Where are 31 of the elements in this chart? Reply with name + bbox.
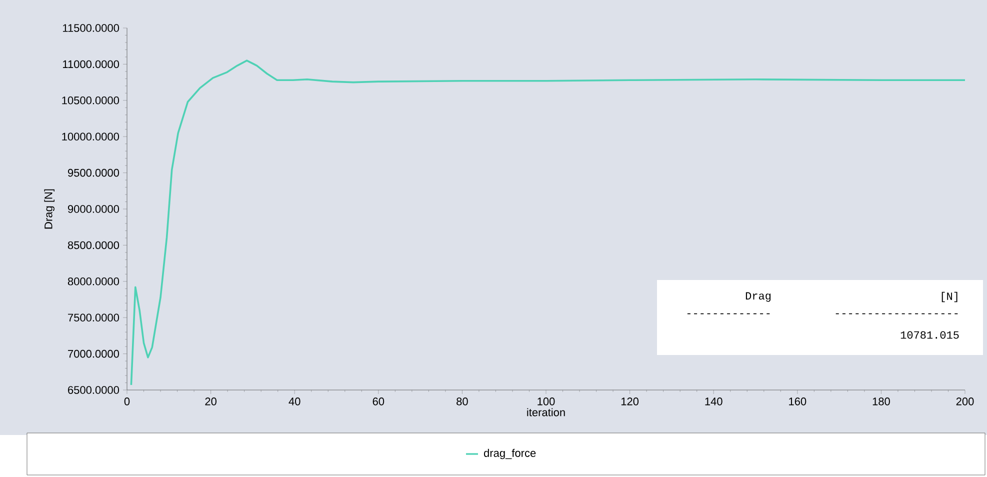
y-tick-label: 8500.0000 [68, 241, 120, 250]
annotation: Drag [746, 292, 771, 302]
y-tick-label: 9000.0000 [68, 205, 120, 213]
annotation: ------------- [687, 313, 770, 314]
y-tick-label: 11500.0000 [63, 24, 120, 32]
y-tick-label: 7500.0000 [68, 314, 120, 322]
y-tick-label: 8000.0000 [68, 278, 120, 286]
y-tick-label: 10000.0000 [62, 132, 120, 140]
x-tick-label: 100 [538, 398, 555, 406]
x-tick-label: 120 [621, 398, 639, 406]
line-series [130, 60, 966, 386]
legend-label: drag_force [484, 448, 536, 460]
x-tick-label: 180 [872, 398, 890, 406]
x-tick-label: 20 [205, 398, 216, 406]
y-tick-label: 10500.0000 [62, 96, 120, 104]
x-tick-label: 0 [124, 398, 130, 406]
x-tick-label: 80 [456, 398, 468, 406]
x-tick-label: 160 [789, 398, 806, 406]
annotation: ------------------- [836, 313, 958, 314]
y-tick-label: 7000.0000 [68, 350, 120, 358]
x-tick-label: 40 [288, 398, 300, 406]
annotation: [N] [942, 292, 958, 302]
y-axis-title: Drag [N] [44, 189, 54, 229]
x-tick-label: 200 [956, 398, 974, 406]
y-tick-label: 9500.0000 [68, 168, 120, 177]
x-axis-title: iteration [527, 408, 565, 416]
y-tick-label: 11000.0000 [63, 60, 120, 68]
y-tick-label: 6500.0000 [68, 386, 120, 394]
x-tick-label: 140 [705, 398, 722, 406]
x-tick-label: 60 [372, 398, 384, 406]
annotation: 10781.015 [900, 331, 959, 339]
